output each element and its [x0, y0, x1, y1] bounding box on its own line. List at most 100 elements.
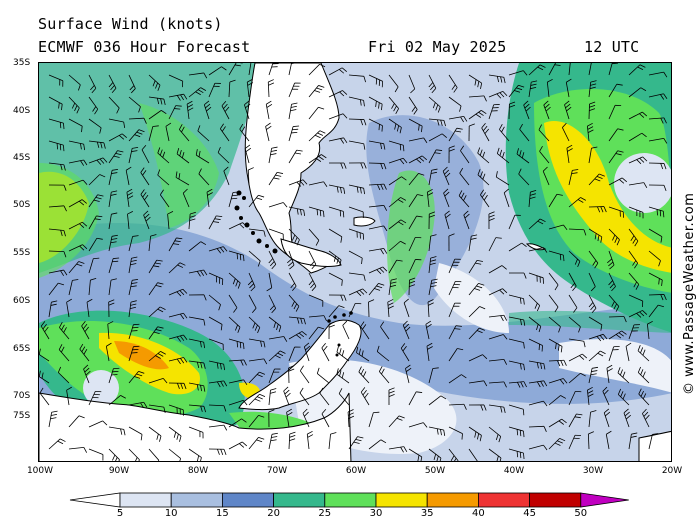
wind-barb: [496, 176, 510, 186]
wind-barb: [221, 105, 230, 120]
wind-barb-flag: [174, 108, 181, 110]
wind-barb: [548, 378, 564, 384]
wind-barb-flag: [417, 455, 420, 461]
wind-barb-flag: [58, 344, 63, 350]
forecast-time: 12 UTC: [584, 38, 640, 56]
wind-barb-flag: [488, 214, 495, 218]
wind-barb-flag: [176, 237, 183, 240]
wind-barb: [460, 150, 470, 164]
wind-barb: [586, 126, 590, 142]
wind-barb-flag: [200, 341, 202, 348]
wind-barb-flag: [232, 191, 239, 193]
wind-barb-flag: [39, 370, 41, 377]
wind-barb: [368, 183, 384, 186]
wind-barb-flag: [597, 206, 601, 213]
wind-barb: [477, 174, 490, 186]
scale-label-5: 5: [116, 508, 124, 519]
scale-arrow-high: [580, 492, 629, 508]
wind-barb-flag: [144, 194, 149, 201]
wind-barb: [548, 316, 561, 327]
wind-barb-flag: [379, 267, 385, 273]
scale-segment: [324, 492, 377, 508]
wind-barb-flag: [106, 342, 112, 347]
wind-barb-flag: [233, 307, 238, 313]
wind-barb: [203, 104, 210, 120]
wind-barb: [302, 413, 310, 428]
wind-barb-flag: [136, 373, 143, 377]
wind-barb-flag: [343, 294, 347, 301]
wind-barb-flag: [268, 409, 275, 413]
wind-barb-flag: [50, 413, 58, 416]
wind-barb-flag: [61, 324, 65, 331]
wind-barb-flag: [642, 349, 646, 356]
wind-barb: [188, 360, 204, 364]
wind-barb-flag: [495, 237, 502, 239]
wind-barb: [288, 433, 291, 450]
wind-barb-flag: [249, 283, 254, 289]
wind-barb-flag: [478, 111, 484, 116]
wind-barb-flag: [97, 194, 104, 197]
wind-barb-flag: [254, 324, 258, 331]
wind-barb-flag: [430, 285, 437, 288]
scale-arrow-low: [69, 492, 121, 508]
wind-barb-flag: [360, 187, 362, 194]
wind-barb-flag: [583, 229, 587, 236]
wind-barb: [167, 214, 170, 230]
wind-barb-flag: [217, 146, 221, 153]
wind-barb-flag: [617, 128, 624, 131]
wind-barb-flag: [469, 123, 475, 127]
wind-barb: [488, 104, 495, 120]
wind-barb-flag: [482, 173, 486, 180]
wind-barb-flag: [603, 389, 609, 395]
wind-barb-flag: [563, 360, 567, 366]
wind-barb-flag: [597, 352, 604, 357]
wind-barb: [108, 395, 121, 406]
wind-barb: [448, 325, 457, 340]
wind-barb-flag: [239, 342, 242, 349]
wind-barb: [508, 215, 516, 230]
wind-barb-flag: [393, 105, 397, 112]
wind-barb-flag: [454, 458, 457, 461]
wind-barb: [308, 315, 324, 318]
wind-barb-flag: [99, 174, 106, 178]
wind-barb: [48, 96, 63, 105]
wind-barb: [403, 302, 410, 318]
wind-barb-flag: [102, 420, 108, 426]
wind-barb: [388, 415, 400, 428]
wind-barb-flag: [543, 100, 549, 106]
wind-barb-flag: [360, 387, 366, 393]
wind-barb-flag: [554, 64, 561, 66]
wind-barb-flag: [637, 66, 644, 70]
wind-barb-flag: [328, 324, 335, 328]
wind-barb-flag: [307, 430, 313, 435]
wind-barb-flag: [218, 304, 221, 311]
wind-barb: [499, 129, 510, 142]
wind-barb-flag: [390, 284, 397, 288]
wind-barb-flag: [159, 435, 162, 442]
wind-barb-flag: [271, 146, 278, 149]
wind-barb-flag: [403, 446, 408, 452]
wind-barb-flag: [41, 372, 44, 379]
wind-barb: [248, 338, 264, 342]
wind-barb-flag: [131, 282, 138, 284]
wind-barb-flag: [640, 87, 647, 92]
wind-barb: [588, 333, 604, 340]
wind-barb: [428, 280, 433, 296]
wind-barb: [68, 261, 79, 274]
wind-barb-flag: [212, 221, 220, 223]
wind-barb: [268, 368, 275, 384]
wind-barb: [408, 173, 419, 186]
wind-barb: [168, 237, 177, 252]
wind-barb-flag: [216, 248, 222, 254]
wind-barb-flag: [183, 383, 187, 390]
wind-barb-flag: [157, 147, 161, 154]
wind-barb-flag: [112, 454, 116, 461]
wind-barb-flag: [256, 374, 263, 378]
wind-barb-flag: [314, 134, 321, 139]
wind-barb-flag: [443, 188, 449, 194]
wind-barb: [388, 280, 392, 296]
wind-barb-flag: [79, 245, 85, 251]
wind-barb-flag: [432, 102, 436, 109]
wind-barb-flag: [519, 150, 522, 157]
wind-barb-flag: [542, 166, 548, 172]
